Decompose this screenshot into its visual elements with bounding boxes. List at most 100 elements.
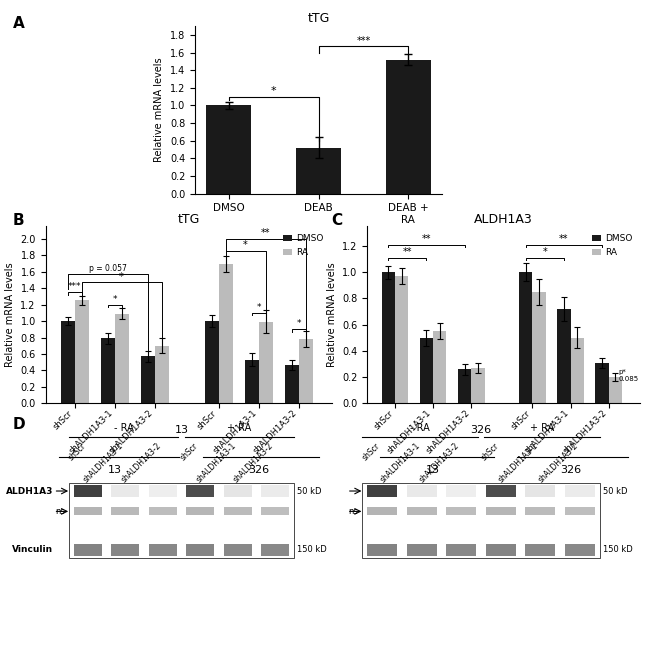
Text: 50 kD: 50 kD [603,487,627,495]
Text: 150 kD: 150 kD [603,545,632,554]
Legend: DMSO, RA: DMSO, RA [588,231,636,260]
Bar [486,485,515,497]
Bar [261,544,289,556]
Text: shALDH1A3-2: shALDH1A3-2 [418,441,461,485]
Bar [155,346,168,403]
Y-axis label: Relative mRNA levels: Relative mRNA levels [154,58,164,162]
Text: **: ** [559,234,569,244]
Bar [69,483,294,558]
Bar [609,377,622,403]
Bar [382,272,395,403]
Text: ns: ns [55,507,64,516]
Bar [74,544,102,556]
Bar [486,508,515,516]
Text: *: * [296,319,301,329]
Bar [111,508,139,516]
Title: ALDH1A3: ALDH1A3 [474,213,533,226]
Bar [407,544,437,556]
Bar [447,485,476,497]
Bar [296,148,341,194]
Text: shALDH1A3-1: shALDH1A3-1 [82,441,125,485]
Text: 326: 326 [471,425,491,436]
Text: *: * [542,247,547,257]
Bar [367,508,397,516]
Bar [186,508,214,516]
Bar [261,508,289,516]
Bar [149,508,177,516]
Text: shALDH1A3-2: shALDH1A3-2 [231,441,275,485]
Text: *: * [271,86,276,96]
Text: - RA: - RA [114,423,134,434]
Legend: DMSO, RA: DMSO, RA [280,231,327,260]
Bar [149,544,177,556]
Bar [114,314,129,403]
Bar [75,300,88,403]
Bar [386,60,431,194]
Bar [420,338,433,403]
Bar [565,485,595,497]
Y-axis label: Relative mRNA levels: Relative mRNA levels [326,262,337,367]
Bar [206,106,251,194]
Text: **: ** [261,228,270,238]
Text: **: ** [402,247,412,257]
Bar [471,368,485,403]
Text: *: * [256,303,261,312]
Text: *: * [243,240,248,250]
Text: A: A [13,16,25,31]
Text: 326: 326 [560,464,581,474]
Bar [458,369,471,403]
Bar [571,338,584,403]
Text: B: B [13,213,25,228]
Text: 13: 13 [426,464,440,474]
Bar [557,309,571,403]
Bar [186,485,214,497]
Text: 326: 326 [248,464,269,474]
Bar [367,544,397,556]
Bar [433,331,447,403]
Text: shALDH1A3-2: shALDH1A3-2 [536,441,580,485]
Bar [261,485,289,497]
Text: shALDH1A3-1: shALDH1A3-1 [497,441,540,485]
Text: + RA: + RA [227,423,252,434]
Text: p = 0.057: p = 0.057 [88,264,127,274]
Bar [74,508,102,516]
Bar [140,356,155,403]
Bar [244,359,259,403]
Text: 13: 13 [107,464,122,474]
Bar [395,276,408,403]
Text: shALDH1A3-2: shALDH1A3-2 [120,441,162,485]
Text: ***: *** [68,282,81,291]
Text: ns: ns [348,507,358,516]
Bar [186,544,214,556]
Bar [149,485,177,497]
Bar [205,321,218,403]
Bar [363,483,599,558]
Bar [565,508,595,516]
Bar [101,338,114,403]
Bar [519,272,532,403]
Bar [367,485,397,497]
Text: **: ** [422,234,431,244]
Bar [285,365,298,403]
Text: D: D [13,417,25,432]
Text: shALDH1A3-1: shALDH1A3-1 [378,441,422,485]
Text: + RA: + RA [530,423,554,434]
Text: Vinculin: Vinculin [12,545,53,554]
Text: shScr: shScr [67,441,88,462]
Text: ***: *** [356,35,370,46]
Bar [111,544,139,556]
Bar [595,363,609,403]
Bar [218,264,233,403]
Bar [525,485,555,497]
Text: *: * [119,272,124,281]
Bar [447,544,476,556]
Bar [407,485,437,497]
Text: C: C [332,213,343,228]
Bar [486,544,515,556]
Bar [74,485,102,497]
Bar [525,544,555,556]
Bar [532,292,546,403]
Text: *: * [112,295,117,304]
Text: - RA: - RA [410,423,430,434]
Text: 150 kD: 150 kD [297,545,327,554]
